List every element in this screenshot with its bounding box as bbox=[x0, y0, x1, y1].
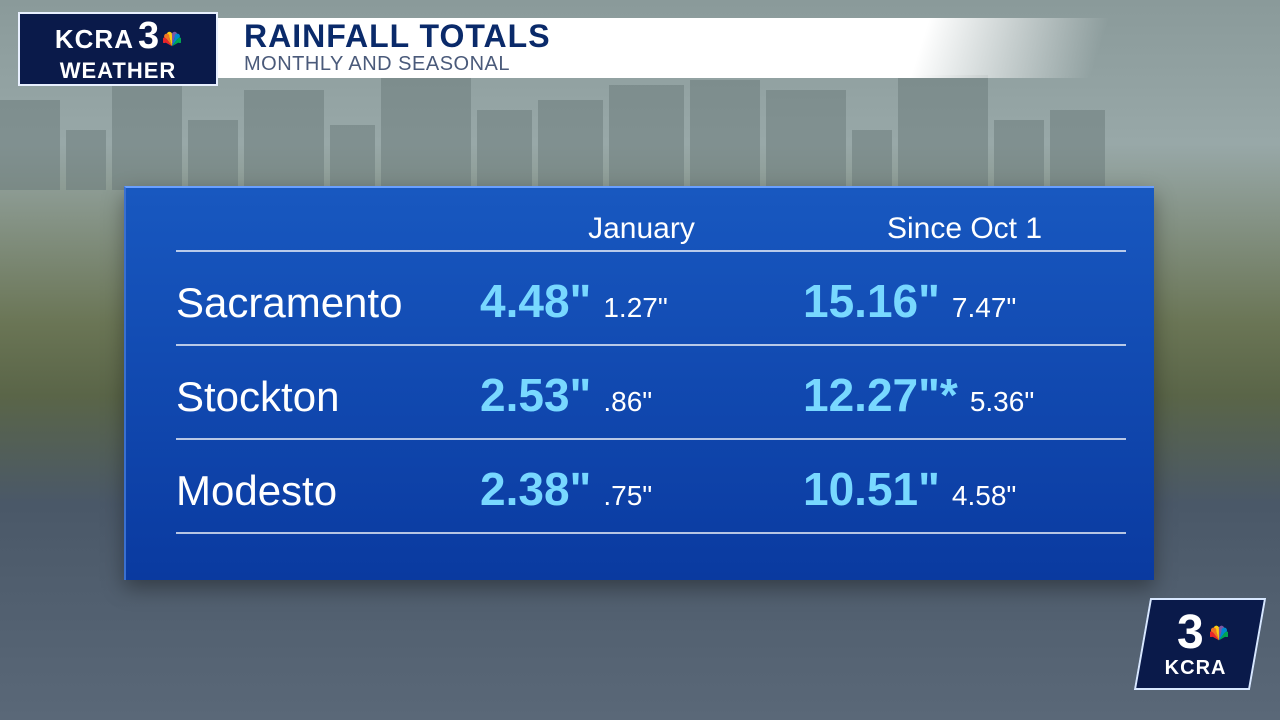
title-main: RAINFALL TOTALS bbox=[244, 18, 551, 55]
background-skyline bbox=[0, 70, 1280, 190]
logo-station-text: KCRA bbox=[1165, 657, 1227, 680]
table-row: Modesto 2.38" .75" 10.51" 4.58" bbox=[176, 438, 1126, 534]
jan-value-big: 2.38" bbox=[480, 462, 591, 516]
data-panel: January Since Oct 1 Sacramento 4.48" 1.2… bbox=[124, 186, 1154, 580]
city-name: Sacramento bbox=[176, 279, 480, 327]
jan-value-small: .75" bbox=[603, 480, 652, 512]
logo-channel-number: 3 bbox=[138, 15, 159, 58]
title-sub: MONTHLY AND SEASONAL bbox=[244, 53, 551, 76]
oct-value-small: 5.36" bbox=[970, 386, 1034, 418]
logo-brand-text: WEATHER bbox=[60, 58, 177, 84]
oct-value-big: 12.27"* bbox=[803, 368, 958, 422]
oct-value-big: 10.51" bbox=[803, 462, 940, 516]
city-name: Stockton bbox=[176, 373, 480, 421]
title-block: RAINFALL TOTALS MONTHLY AND SEASONAL bbox=[244, 18, 551, 76]
table-row: Stockton 2.53" .86" 12.27"* 5.36" bbox=[176, 344, 1126, 438]
jan-value-big: 2.53" bbox=[480, 368, 591, 422]
city-name: Modesto bbox=[176, 467, 480, 515]
logo-station-text: KCRA bbox=[55, 24, 134, 55]
jan-value-small: .86" bbox=[603, 386, 652, 418]
table-header-row: January Since Oct 1 bbox=[176, 212, 1126, 246]
station-logo-top: KCRA 3 WEATHER bbox=[18, 12, 218, 86]
column-header-january: January bbox=[480, 212, 803, 246]
oct-value-small: 7.47" bbox=[952, 292, 1016, 324]
oct-value-small: 4.58" bbox=[952, 480, 1016, 512]
jan-value-big: 4.48" bbox=[480, 274, 591, 328]
logo-channel-number: 3 bbox=[1177, 609, 1204, 657]
nbc-peacock-icon bbox=[163, 30, 181, 48]
jan-value-small: 1.27" bbox=[603, 292, 667, 324]
nbc-peacock-icon bbox=[1209, 624, 1227, 642]
column-header-since-oct: Since Oct 1 bbox=[803, 212, 1126, 246]
table-row: Sacramento 4.48" 1.27" 15.16" 7.47" bbox=[176, 250, 1126, 344]
oct-value-big: 15.16" bbox=[803, 274, 940, 328]
station-logo-bottom: 3 KCRA bbox=[1134, 598, 1266, 690]
